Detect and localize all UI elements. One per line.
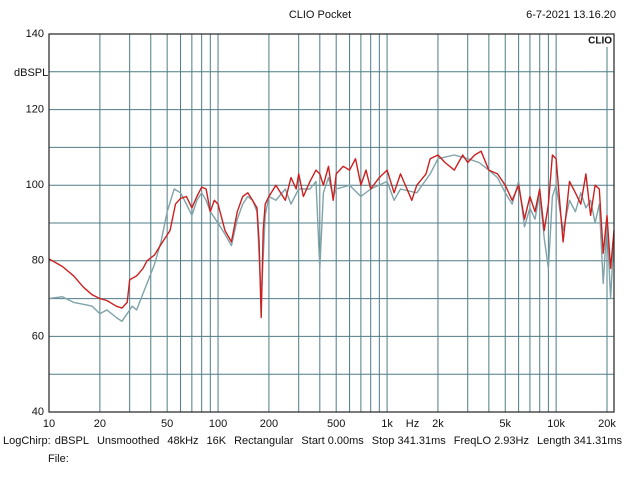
x-tick-label: 5k: [499, 418, 511, 430]
y-tick-label: 140: [26, 28, 44, 40]
x-tick-label: 10k: [547, 418, 565, 430]
info-item: 48kHz: [167, 435, 198, 447]
plot-frame: [48, 33, 615, 413]
response-line: [48, 154, 615, 322]
info-item: Rectangular: [234, 435, 294, 447]
info-item: 16K: [207, 435, 227, 447]
info-item: Start 0.00ms: [301, 435, 364, 447]
x-tick-label: 500: [327, 418, 345, 430]
x-tick-label: 20: [94, 418, 106, 430]
y-tick-label: 60: [32, 330, 44, 342]
file-label: File:: [48, 453, 69, 465]
x-tick-label: 10: [43, 418, 55, 430]
response-line: [48, 150, 615, 319]
y-tick-label: 40: [32, 406, 44, 418]
badge-box: [584, 35, 613, 47]
y-tick-label: 100: [26, 179, 44, 191]
y-tick-label: 80: [32, 255, 44, 267]
info-item: Length 341.31ms: [537, 435, 623, 447]
info-item: Unsmoothed: [97, 435, 159, 447]
info-item: dBSPL: [55, 435, 89, 447]
chart-title: CLIO Pocket: [289, 9, 351, 21]
info-item: LogChirp:: [3, 435, 51, 447]
x-tick-label: 200: [260, 418, 278, 430]
x-tick-label: 20k: [598, 418, 616, 430]
y-axis-label: dBSPL: [14, 67, 48, 79]
info-line: LogChirp: dBSPL Unsmoothed 48kHz 16K Rectangu…: [3, 435, 622, 447]
x-tick-label: 100: [209, 418, 227, 430]
badge: CLIO: [588, 36, 612, 47]
timestamp: 6-7-2021 13.16.20: [526, 9, 616, 21]
x-tick-label: 2k: [432, 418, 444, 430]
info-item: FreqLO 2.93Hz: [454, 435, 529, 447]
x-axis-unit: Hz: [406, 418, 419, 430]
x-tick-label: 50: [161, 418, 173, 430]
y-tick-label: 120: [26, 104, 44, 116]
x-tick-label: 1k: [381, 418, 393, 430]
info-item: Stop 341.31ms: [372, 435, 446, 447]
